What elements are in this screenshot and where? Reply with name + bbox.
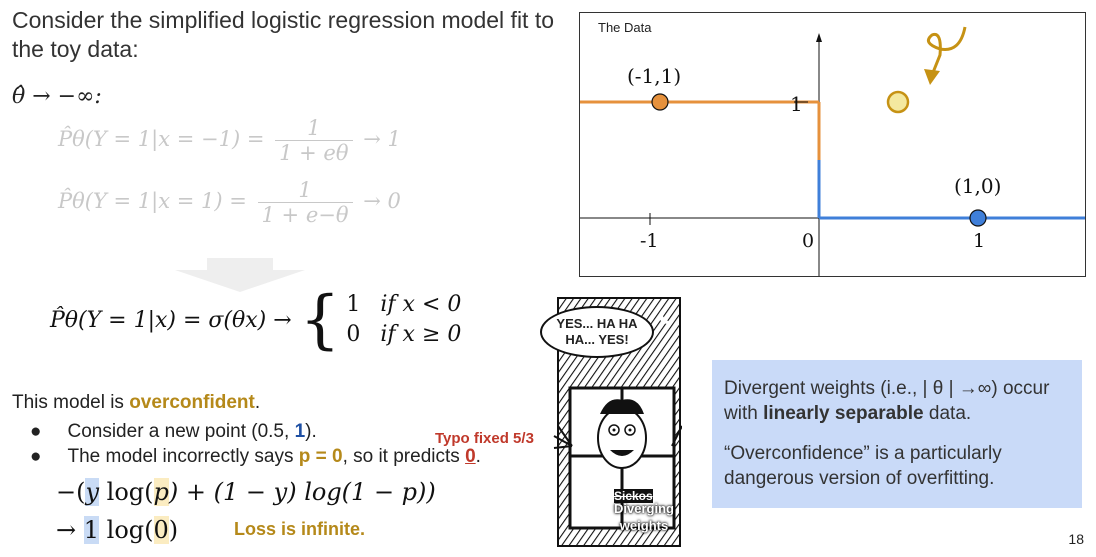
overconf-word: overconfident [129,392,255,413]
faded-equation-2: P̂θ(Y = 1|x = 1) = 1 1 + e−θ → 0 [58,178,401,227]
eq2-fraction: 1 1 + e−θ [257,178,353,227]
summary-p1-prefix: Divergent weights (i.e., | θ | →∞) occur… [724,378,1050,424]
case-1-condition: if x < 0 [380,292,462,317]
bullet-1: ● Consider a new point (0.5, 1). [30,421,317,443]
y-tick-label-1: 1 [790,92,803,116]
comic-crossed-word: Sickos [614,489,653,503]
bullet-2-p-value: p = 0 [298,446,343,467]
case-1: 1 if x < 0 [346,290,461,320]
piecewise-cases: 1 if x < 0 0 if x ≥ 0 [346,290,461,350]
summary-paragraph-2: “Overconfidence” is a particularly dange… [724,443,1002,489]
eq2-denominator: 1 + e−θ [261,203,349,227]
loss-equation: −(y log(p) + (1 − y) log(1 − p)) [56,478,436,506]
bullet-2-zero: 0 [465,446,476,467]
data-plot: The Data 1 -1 0 1 (-1,1) (1,0) [579,12,1086,277]
eq2-lhs: P̂θ(Y = 1|x = 1) = [58,189,247,213]
overconf-suffix: . [254,392,261,413]
loss-p-highlight: p [153,478,169,506]
comic-caption: Diverging weights [614,501,674,533]
loss-one-highlight: 1 [83,516,100,544]
piecewise-equation: P̂θ(Y = 1|x) = σ(θx) → { 1 if x < 0 0 if x… [50,283,461,357]
plot-canvas: The Data 1 -1 0 1 (-1,1) (1,0) [580,20,1085,276]
bullet-2-suffix: . [475,446,481,467]
plot-title: The Data [598,20,652,35]
y-axis-arrow-icon [816,33,822,42]
loss-arrow: → [56,516,84,544]
loss-y-highlight: y [85,478,100,506]
theta-limit: θ̂ → −∞: [12,84,102,109]
summary-box: Divergent weights (i.e., | θ | →∞) occur… [712,360,1082,508]
bullet-2-middle: , so it predicts [342,446,466,467]
data-point-pos1 [969,209,987,227]
comic-speech-text: YES... HA HA HA... YES! [556,316,638,347]
eq1-fraction: 1 1 + eθ [275,116,353,165]
intro-text: Consider the simplified logistic regress… [12,7,555,62]
piecewise-lhs: P̂θ(Y = 1|x) = σ(θx) → [50,307,292,333]
loss-rest: ) + (1 − y) log(1 − p)) [168,478,436,506]
page-number: 18 [1068,531,1084,547]
bullet-dot-icon: ● [30,421,42,442]
eq1-rhs: → 1 [363,127,401,151]
case-1-value: 1 [346,292,361,317]
case-2-value: 0 [346,322,361,347]
overconfident-statement: This model is overconfident. [12,392,260,414]
bullet-2: ● The model incorrectly says p = 0, so it… [30,446,481,468]
eq2-numerator: 1 [257,178,353,203]
loss-open: −( [56,478,86,506]
case-2-condition: if x ≥ 0 [380,322,462,347]
loss-zero-highlight: 0 [153,516,169,544]
x-tick-label-0: 0 [802,230,814,252]
summary-paragraph-1: Divergent weights (i.e., | θ | →∞) occur… [724,376,1070,426]
eq1-numerator: 1 [275,116,353,141]
loss-note: Loss is infinite. [234,519,366,539]
loss-log-open: log( [99,478,154,506]
curly-brace-icon: { [299,283,341,357]
bullet-dot-icon: ● [30,446,42,467]
faded-equation-1: P̂θ(Y = 1|x = −1) = 1 1 + eθ → 1 [58,116,401,165]
summary-p1-suffix: data. [923,403,972,424]
new-point [886,90,910,114]
comic-speech-bubble: YES... HA HA HA... YES! [540,306,654,358]
typo-note: Typo fixed 5/3 [435,430,534,447]
bullet-2-prefix: The model incorrectly says [67,446,299,467]
point-label-pos1: (1,0) [954,174,1001,198]
point-label-neg1: (-1,1) [627,64,681,88]
bullet-1-prefix: Consider a new point (0.5, [67,421,295,442]
eq2-rhs: → 0 [363,189,401,213]
comic-panel: YES... HA HA HA... YES! Sickos Diverging… [538,296,683,548]
summary-p1-bold: linearly separable [763,403,924,424]
x-tick-label-neg1: -1 [640,230,659,252]
loss-log-open-2: log( [99,516,154,544]
overconf-prefix: This model is [12,392,130,413]
loss-limit: → 1 log(0) [56,516,178,544]
bullet-1-suffix: ). [305,421,317,442]
x-tick-label-1: 1 [973,230,985,252]
loss-close: ) [168,516,179,544]
curly-arrow-icon [926,26,967,76]
data-point-neg1 [651,93,669,111]
case-2: 0 if x ≥ 0 [346,320,461,350]
curly-arrow-head-icon [924,69,940,85]
down-arrow-icon [175,258,305,292]
eq1-lhs: P̂θ(Y = 1|x = −1) = [58,127,265,151]
bullet-1-number: 1 [294,421,306,442]
eq1-denominator: 1 + eθ [279,141,349,165]
